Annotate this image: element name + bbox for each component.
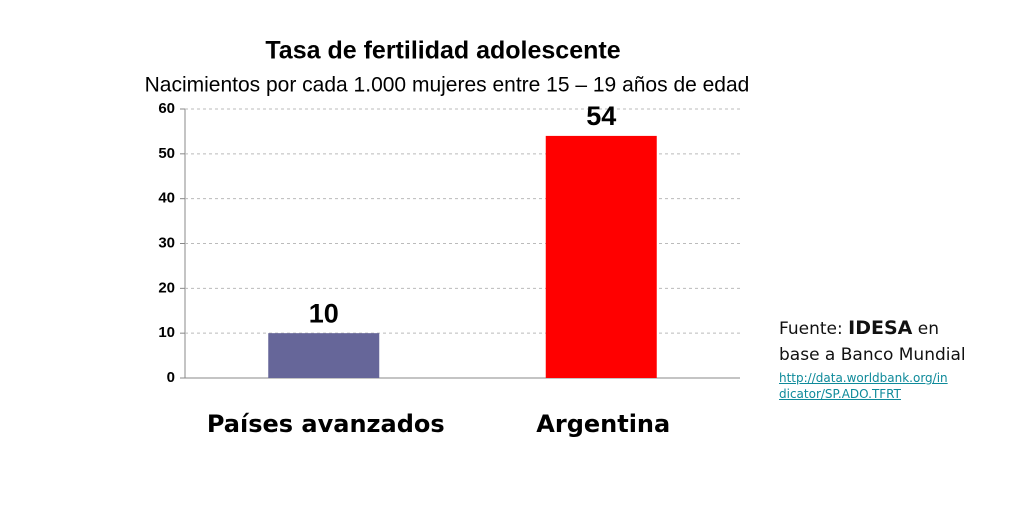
x-tick-label: Países avanzados — [207, 410, 445, 438]
source-prefix: Fuente: — [779, 319, 843, 339]
y-tick-label: 10 — [158, 324, 175, 341]
y-tick-label: 60 — [158, 100, 175, 117]
y-tick-label: 0 — [167, 369, 175, 386]
y-tick-label: 40 — [158, 190, 175, 207]
bar — [268, 333, 380, 378]
x-tick-label: Argentina — [536, 410, 670, 438]
chart-subtitle: Nacimientos por cada 1.000 mujeres entre… — [145, 74, 750, 97]
data-label: 54 — [586, 101, 616, 131]
y-tick-label: 50 — [158, 145, 175, 162]
y-tick-label: 20 — [158, 279, 175, 296]
source-text: en base a Banco Mundial — [779, 319, 966, 365]
y-tick-label: 30 — [158, 234, 175, 251]
bar — [545, 135, 657, 378]
data-label: 10 — [309, 298, 339, 328]
chart-title: Tasa de fertilidad adolescente — [265, 37, 620, 65]
source-link[interactable]: http://data.worldbank.org/indicator/SP.A… — [779, 371, 948, 401]
source-org: IDESA — [848, 317, 913, 339]
source-note: Fuente: IDESA en base a Banco Mundial ht… — [779, 315, 969, 402]
